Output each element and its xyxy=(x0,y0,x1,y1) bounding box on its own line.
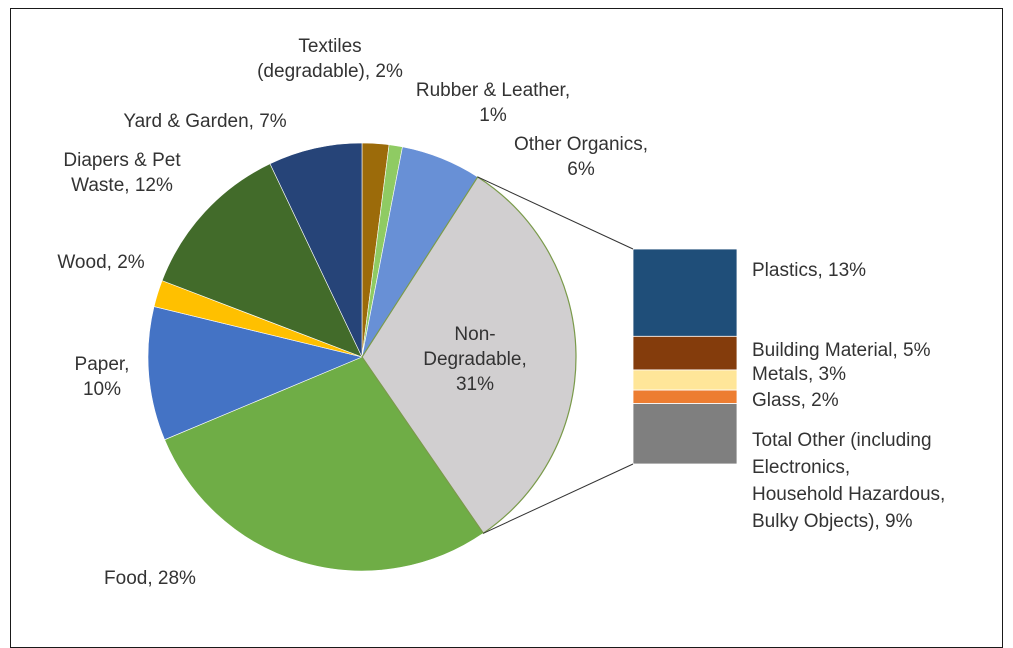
pie-slice-diapers-pet-waste-12 xyxy=(161,163,363,358)
non-degradable-outline xyxy=(361,176,577,535)
pie-of-pie-chart: Textiles (degradable), 2% Rubber & Leather… xyxy=(57,36,945,589)
breakdown-label-metals-3: Metals, 3% xyxy=(752,364,846,385)
pie-slice-paper-10 xyxy=(147,306,363,441)
breakdown-segment-metals-3 xyxy=(632,369,738,391)
breakdown-label-glass-2: Glass, 2% xyxy=(752,390,839,411)
slice-label-wood-2: Wood, 2% xyxy=(57,252,144,273)
connector-line-bottom xyxy=(483,463,634,534)
pie-slice-food-28 xyxy=(164,356,484,572)
slice-label-diapers-pet-waste-12: Diapers & Pet Waste, 12% xyxy=(63,150,181,196)
connector-line-top xyxy=(477,176,634,250)
breakdown-label-building-material-5: Building Material, 5% xyxy=(752,340,931,361)
slice-label-other-organics-6: Other Organics, 6% xyxy=(514,134,648,180)
breakdown-segment-plastics-13 xyxy=(632,248,738,337)
breakdown-label-plastics-13: Plastics, 13% xyxy=(752,260,866,281)
pie-slice-yard-garden-7 xyxy=(269,142,363,358)
slice-label-non-degradable-31: Non-Degradable, 31% xyxy=(423,324,527,395)
breakdown-segment-glass-2 xyxy=(632,389,738,404)
breakdown-label-total-other-including-electronics-household-hazardous-bulky-objects-9: Total Other (including Electronics, Househ… xyxy=(752,430,945,532)
breakdown-segment-total-other-including-electronics-household-hazardous-bulky-objects-9 xyxy=(632,403,738,465)
slice-label-rubber-leather-1: Rubber & Leather, 1% xyxy=(416,80,570,126)
slice-label-textiles-degradable-2: Textiles (degradable), 2% xyxy=(257,36,403,82)
breakdown-segment-building-material-5 xyxy=(632,335,738,371)
slice-label-paper-10: Paper, 10% xyxy=(75,354,130,400)
slice-label-food-28: Food, 28% xyxy=(104,568,196,589)
slice-label-yard-garden-7: Yard & Garden, 7% xyxy=(123,111,286,132)
